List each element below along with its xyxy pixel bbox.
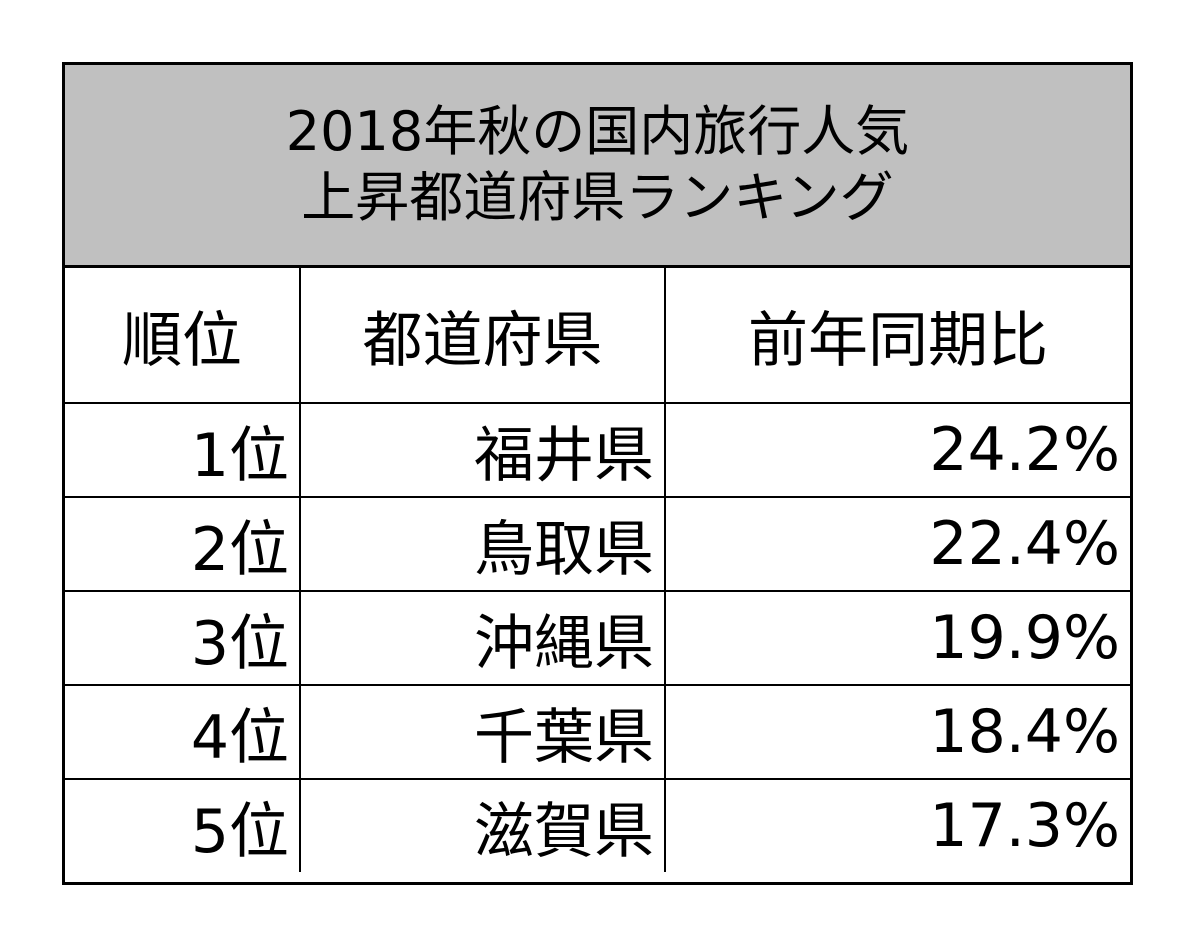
title-block: 2018年秋の国内旅行人気 上昇都道府県ランキング (65, 65, 1130, 268)
table-cell: 18.4% (664, 684, 1130, 780)
column-header: 順位 (65, 268, 301, 404)
table-cell: 沖縄県 (299, 590, 666, 686)
table-cell: 滋賀県 (299, 778, 666, 872)
title-line: 上昇都道府県ランキング (301, 166, 894, 229)
column-header: 都道府県 (299, 268, 666, 404)
title-line: 2018年秋の国内旅行人気 (285, 100, 910, 163)
table-cell: 2位 (65, 496, 301, 592)
table: 順位 都道府県 前年同期比 1位 福井県 24.2% 2位 鳥取県 22.4% 3位 沖縄県 19.9… (65, 268, 1130, 872)
table-row: 1位 福井県 24.2% (65, 402, 1130, 498)
table-cell: 4位 (65, 684, 301, 780)
table-cell: 22.4% (664, 496, 1130, 592)
table-cell: 24.2% (664, 402, 1130, 498)
table-row: 5位 滋賀県 17.3% (65, 778, 1130, 872)
table-cell: 鳥取県 (299, 496, 666, 592)
header-row: 順位 都道府県 前年同期比 (65, 268, 1130, 404)
table-cell: 5位 (65, 778, 301, 872)
table-cell: 19.9% (664, 590, 1130, 686)
table-cell: 1位 (65, 402, 301, 498)
table-row: 3位 沖縄県 19.9% (65, 590, 1130, 686)
table-cell: 3位 (65, 590, 301, 686)
table-cell: 福井県 (299, 402, 666, 498)
table-cell: 17.3% (664, 778, 1130, 872)
table-cell: 千葉県 (299, 684, 666, 780)
table-row: 4位 千葉県 18.4% (65, 684, 1130, 780)
ranking-table: 2018年秋の国内旅行人気 上昇都道府県ランキング 順位 都道府県 前年同期比 1位 福井… (62, 62, 1133, 885)
table-row: 2位 鳥取県 22.4% (65, 496, 1130, 592)
column-header: 前年同期比 (664, 268, 1130, 404)
